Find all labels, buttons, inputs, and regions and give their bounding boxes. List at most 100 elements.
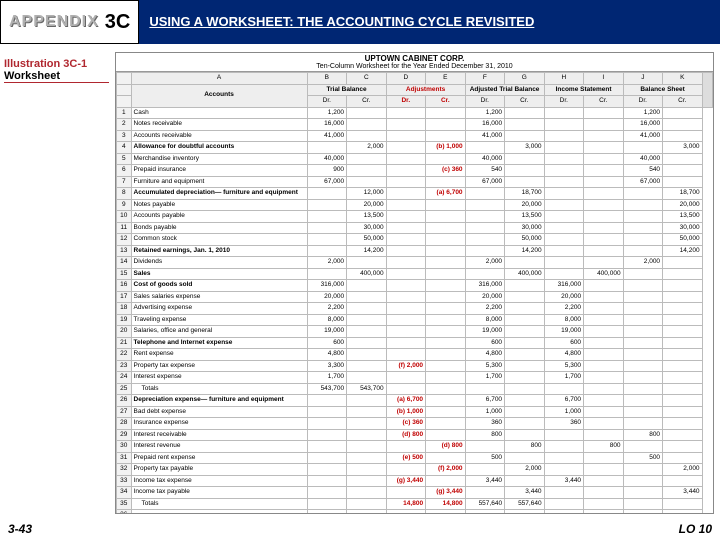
cell: Notes receivable — [131, 119, 307, 131]
col-F: F — [465, 73, 505, 85]
cell — [663, 303, 703, 315]
cell: 500 — [465, 452, 505, 464]
cell: 26 — [117, 395, 132, 407]
cell — [426, 130, 466, 142]
cell — [505, 280, 545, 292]
cell: 2,000 — [465, 257, 505, 269]
cell — [386, 383, 426, 395]
cell — [663, 349, 703, 361]
income-statement-header: Income Statement — [544, 84, 623, 96]
cell — [663, 176, 703, 188]
table-row: 15Sales400,000400,000400,000 — [117, 268, 713, 280]
cell: Interest receivable — [131, 429, 307, 441]
is-dr: Dr. — [544, 96, 584, 108]
cell: Sales salaries expense — [131, 291, 307, 303]
cell — [347, 153, 387, 165]
cell — [386, 199, 426, 211]
cell: 3,440 — [465, 475, 505, 487]
cell — [307, 395, 347, 407]
cell — [386, 487, 426, 499]
cell — [426, 176, 466, 188]
cell — [544, 464, 584, 476]
cell — [426, 360, 466, 372]
cell: Interest revenue — [131, 441, 307, 453]
cell — [584, 165, 624, 177]
cell: (d) 800 — [386, 429, 426, 441]
cell — [131, 510, 307, 515]
cell — [544, 153, 584, 165]
cell — [426, 234, 466, 246]
cell — [386, 234, 426, 246]
col-G: G — [505, 73, 545, 85]
cell: Common stock — [131, 234, 307, 246]
cell — [307, 142, 347, 154]
cell — [623, 349, 663, 361]
cell: Accounts receivable — [131, 130, 307, 142]
col-K: K — [663, 73, 703, 85]
cell — [347, 119, 387, 131]
cell: 557,640 — [505, 498, 545, 510]
cell: 316,000 — [465, 280, 505, 292]
cell: 40,000 — [465, 153, 505, 165]
cell — [307, 510, 347, 515]
table-row: 18Advertising expense2,2002,2002,200 — [117, 303, 713, 315]
cell: 600 — [544, 337, 584, 349]
cell: 35 — [117, 498, 132, 510]
col-letter-row: A B C D E F G H I J K — [117, 73, 713, 85]
cell — [386, 211, 426, 223]
cell — [347, 475, 387, 487]
cell: 20,000 — [307, 291, 347, 303]
cell: 13,500 — [663, 211, 703, 223]
cell — [505, 452, 545, 464]
cell: 34 — [117, 487, 132, 499]
cell: 6,700 — [544, 395, 584, 407]
cell — [465, 383, 505, 395]
cell — [623, 372, 663, 384]
cell: 12 — [117, 234, 132, 246]
cell: Furniture and equipment — [131, 176, 307, 188]
col-H: H — [544, 73, 584, 85]
cell: 400,000 — [505, 268, 545, 280]
cell: 19,000 — [544, 326, 584, 338]
cell — [386, 441, 426, 453]
cell: 600 — [465, 337, 505, 349]
cell — [623, 441, 663, 453]
cell: 4,800 — [544, 349, 584, 361]
cell: Interest expense — [131, 372, 307, 384]
cell — [663, 337, 703, 349]
cell: 22 — [117, 349, 132, 361]
cell — [584, 107, 624, 119]
rownum-blank2 — [117, 96, 132, 108]
cell — [347, 498, 387, 510]
cell — [584, 153, 624, 165]
cell: 13 — [117, 245, 132, 257]
cell — [505, 429, 545, 441]
cell — [505, 153, 545, 165]
cell — [584, 119, 624, 131]
cell — [386, 130, 426, 142]
cell — [623, 326, 663, 338]
cell — [386, 245, 426, 257]
cell — [505, 314, 545, 326]
cell: (a) 6,700 — [386, 395, 426, 407]
cell: 23 — [117, 360, 132, 372]
adj-dr: Dr. — [386, 96, 426, 108]
scrollbar[interactable] — [702, 73, 712, 108]
cell — [663, 418, 703, 430]
cell: 7 — [117, 176, 132, 188]
cell: 5,300 — [465, 360, 505, 372]
cell — [347, 176, 387, 188]
cell: 50,000 — [505, 234, 545, 246]
table-row: 13Retained earnings, Jan. 1, 201014,2001… — [117, 245, 713, 257]
chapter-title-text: USING A WORKSHEET: THE ACCOUNTING CYCLE … — [149, 14, 534, 30]
cell — [347, 464, 387, 476]
table-row: 10Accounts payable13,50013,50013,500 — [117, 211, 713, 223]
cell: Totals — [131, 498, 307, 510]
adj-cr: Cr. — [426, 96, 466, 108]
atb-dr: Dr. — [465, 96, 505, 108]
cell — [544, 199, 584, 211]
cell — [544, 119, 584, 131]
cell — [584, 360, 624, 372]
cell — [663, 314, 703, 326]
adjustments-header: Adjustments — [386, 84, 465, 96]
